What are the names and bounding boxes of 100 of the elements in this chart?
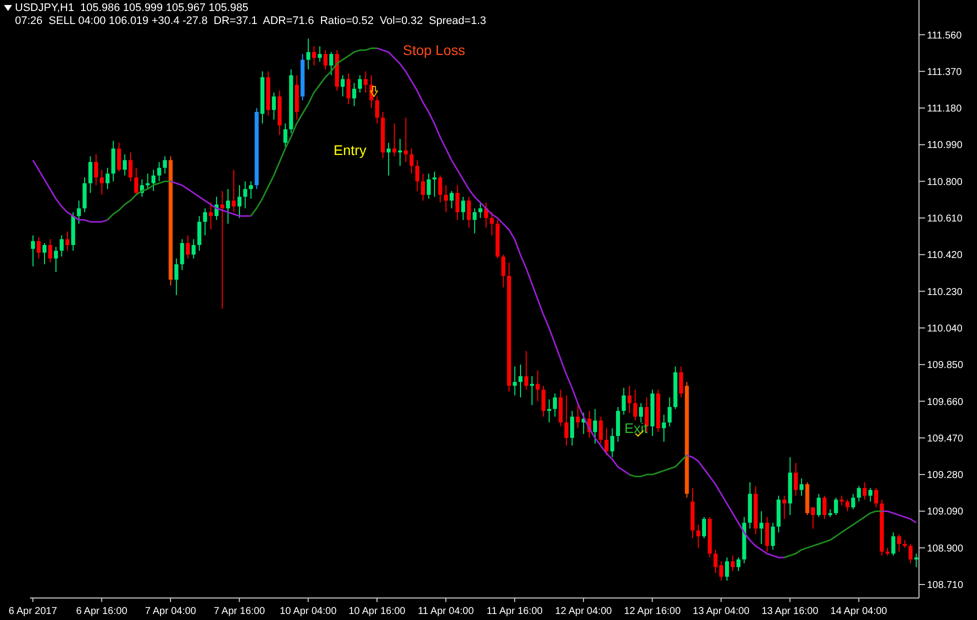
candlestick: [237, 184, 242, 218]
y-tick-label: 109.660: [927, 396, 964, 408]
candlestick: [134, 167, 138, 196]
annotation: Stop Loss: [402, 42, 466, 58]
candlestick: [340, 74, 345, 97]
candlestick: [42, 242, 46, 265]
x-tick-label: 10 Apr 16:00: [348, 606, 406, 617]
candlestick: [914, 553, 918, 568]
candlestick: [512, 366, 517, 396]
candlestick: [908, 543, 913, 564]
candlestick: [759, 510, 764, 544]
x-tick-label: 12 Apr 16:00: [624, 606, 682, 617]
y-tick-label: 110.800: [927, 176, 963, 188]
y-tick-label: 109.090: [927, 506, 964, 518]
candlestick: [622, 387, 626, 416]
candlestick: [352, 82, 356, 107]
candlestick: [186, 234, 190, 259]
candlestick: [157, 162, 162, 182]
candlestick: [243, 180, 248, 209]
candlestick: [404, 117, 408, 163]
candlestick: [765, 516, 770, 552]
candlestick: [318, 46, 322, 62]
candlestick: [794, 462, 798, 496]
candlestick: [410, 148, 414, 174]
candlestick: [897, 534, 902, 552]
candlestick: [461, 196, 466, 220]
candlestick: [730, 555, 735, 572]
candlestick: [151, 169, 156, 192]
candlestick: [800, 478, 804, 496]
candlestick: [811, 506, 816, 530]
y-tick-label: 110.610: [927, 214, 963, 225]
candlestick: [432, 171, 436, 198]
y-tick-label: 111.180: [927, 104, 962, 115]
x-tick-label: 11 Apr 16:00: [486, 606, 544, 617]
candlestick: [598, 416, 603, 444]
candlestick: [444, 184, 448, 213]
x-tick-label: 10 Apr 04:00: [280, 606, 337, 617]
candlestick: [226, 188, 230, 224]
candlestick: [679, 366, 684, 398]
candlestick: [501, 254, 506, 288]
candlestick: [426, 173, 431, 200]
candlestick: [220, 190, 224, 310]
candlestick: [283, 122, 288, 148]
y-tick-label: 111.560: [927, 30, 962, 42]
candlestick: [192, 238, 196, 259]
candlestick: [324, 50, 328, 70]
candlestick: [834, 497, 838, 516]
candlestick: [524, 350, 528, 390]
y-tick-label: 110.420: [927, 250, 963, 262]
candlestick: [306, 38, 310, 70]
candlestick: [570, 410, 574, 446]
candlestick: [770, 522, 775, 550]
candlestick: [100, 169, 104, 196]
candlestick: [180, 238, 184, 271]
candlestick: [392, 122, 396, 157]
candlestick: [106, 167, 110, 190]
candlestick: [891, 532, 896, 556]
candlestick: [415, 160, 420, 192]
y-tick-label: 108.900: [927, 543, 964, 554]
candlestick: [736, 556, 740, 572]
candlestick: [329, 52, 334, 76]
candlestick: [232, 169, 236, 213]
x-tick-label: 12 Apr 04:00: [555, 606, 612, 617]
candlestick: [862, 482, 867, 500]
candlestick: [541, 385, 546, 418]
candlestick: [450, 190, 454, 209]
candlestick: [162, 156, 167, 174]
candlestick: [593, 408, 598, 444]
candlestick: [60, 234, 64, 258]
x-tick-label: 7 Apr 04:00: [144, 606, 197, 617]
candlestick: [724, 556, 729, 582]
candlestick: [364, 70, 368, 94]
annotation: Entry: [334, 142, 366, 158]
candlestick: [610, 428, 614, 458]
candlestick: [203, 208, 208, 236]
candlestick: [421, 173, 426, 202]
candlestick: [490, 212, 494, 236]
y-tick-label: 110.040: [927, 323, 963, 334]
candlestick: [455, 184, 460, 220]
candlestick: [530, 376, 534, 406]
candlestick: [484, 202, 488, 228]
candlestick: [782, 495, 786, 520]
candlestick: [358, 74, 362, 94]
candlestick: [816, 493, 821, 518]
candlestick: [174, 258, 178, 296]
x-tick-label: 13 Apr 04:00: [692, 606, 750, 617]
chart-title: USDJPY,H1 105.986 105.999 105.967 105.985: [15, 2, 250, 15]
y-tick-label: 109.280: [927, 470, 964, 482]
candlestick: [638, 402, 643, 423]
x-tick-label: 6 Apr 16:00: [76, 606, 128, 617]
y-tick-label: 108.710: [927, 580, 964, 592]
candlestick: [386, 142, 391, 176]
candlestick: [438, 175, 442, 204]
x-tick-label: 6 Apr 2017: [8, 606, 58, 617]
candlestick: [208, 202, 213, 230]
candlestick: [466, 196, 471, 228]
candlestick: [346, 72, 350, 105]
candlestick: [94, 154, 98, 186]
candlestick: [197, 216, 202, 252]
candlestick: [627, 385, 632, 414]
